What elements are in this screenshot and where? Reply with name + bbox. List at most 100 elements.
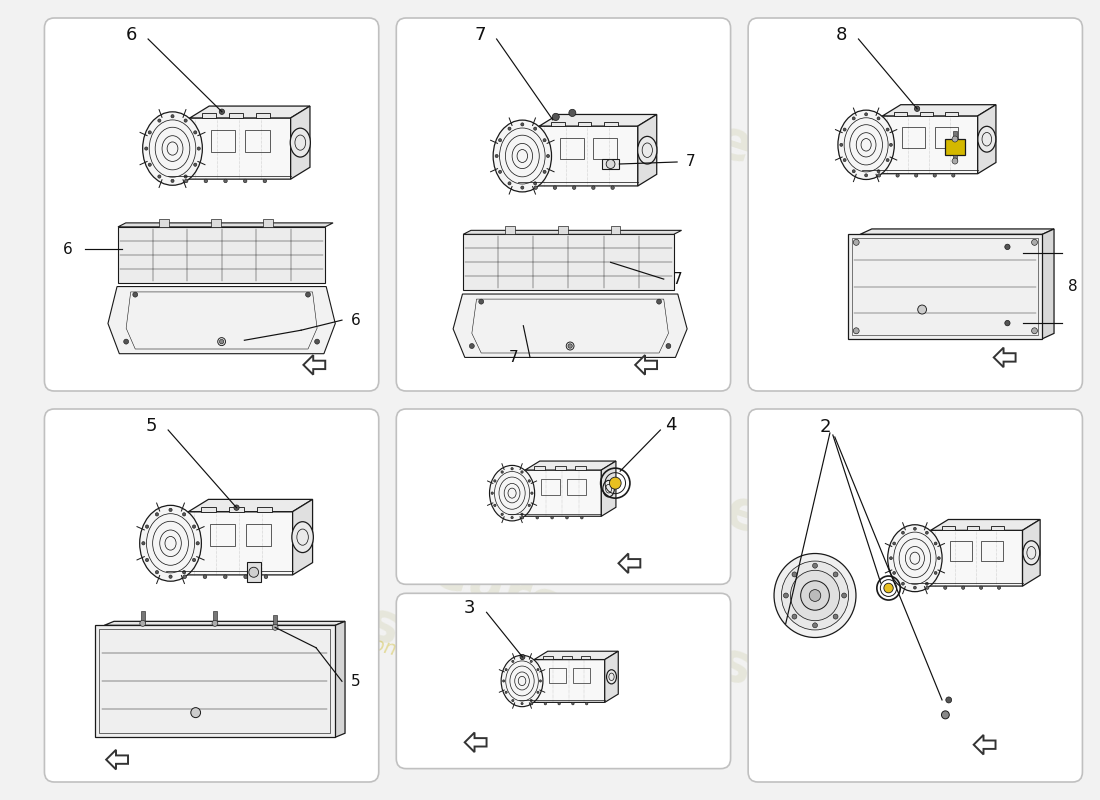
Circle shape: [512, 660, 514, 662]
Circle shape: [944, 586, 947, 590]
Polygon shape: [104, 622, 345, 626]
Circle shape: [946, 697, 952, 703]
Bar: [967, 526, 979, 530]
Circle shape: [169, 575, 173, 578]
Circle shape: [1004, 244, 1010, 250]
Polygon shape: [882, 105, 996, 116]
Circle shape: [914, 174, 917, 177]
Circle shape: [521, 658, 524, 659]
Bar: [920, 111, 933, 116]
Bar: [505, 226, 515, 234]
Circle shape: [123, 339, 129, 344]
Bar: [981, 542, 1003, 561]
Circle shape: [902, 531, 904, 534]
Text: 7: 7: [685, 154, 695, 170]
Polygon shape: [290, 106, 310, 179]
Circle shape: [142, 542, 145, 545]
Bar: [942, 526, 955, 530]
Polygon shape: [293, 499, 312, 575]
Polygon shape: [107, 750, 128, 770]
Ellipse shape: [838, 110, 894, 179]
Circle shape: [934, 542, 937, 545]
Circle shape: [843, 128, 846, 131]
Bar: [610, 226, 620, 234]
Polygon shape: [1043, 229, 1054, 338]
Text: 7: 7: [474, 26, 485, 44]
Circle shape: [998, 586, 1001, 590]
Polygon shape: [602, 461, 616, 516]
Circle shape: [884, 583, 893, 593]
Circle shape: [470, 343, 474, 349]
Circle shape: [145, 558, 149, 562]
Circle shape: [219, 109, 224, 114]
Text: 8: 8: [1068, 279, 1077, 294]
Circle shape: [810, 590, 821, 602]
Ellipse shape: [978, 126, 996, 152]
Bar: [902, 127, 925, 148]
Circle shape: [854, 328, 859, 334]
Circle shape: [937, 557, 940, 560]
Bar: [554, 466, 565, 470]
Circle shape: [192, 558, 196, 562]
Circle shape: [925, 531, 928, 534]
Circle shape: [197, 147, 200, 150]
Circle shape: [169, 508, 173, 511]
Bar: [210, 524, 235, 546]
Circle shape: [813, 563, 817, 568]
Bar: [953, 131, 957, 139]
Circle shape: [833, 572, 838, 577]
Circle shape: [155, 570, 158, 574]
Circle shape: [520, 470, 524, 474]
Circle shape: [503, 680, 505, 682]
Circle shape: [979, 586, 982, 590]
Circle shape: [508, 127, 512, 130]
Circle shape: [610, 186, 614, 190]
Circle shape: [194, 130, 197, 134]
Circle shape: [914, 106, 920, 111]
Circle shape: [544, 702, 547, 705]
Polygon shape: [108, 286, 336, 354]
Polygon shape: [974, 735, 996, 754]
Bar: [593, 138, 617, 159]
Polygon shape: [166, 512, 293, 575]
Circle shape: [558, 702, 560, 705]
Circle shape: [530, 702, 532, 705]
Polygon shape: [618, 554, 640, 573]
Bar: [99, 630, 330, 734]
Circle shape: [306, 292, 310, 297]
Polygon shape: [518, 126, 638, 186]
Circle shape: [1004, 321, 1010, 326]
Circle shape: [500, 470, 504, 474]
Circle shape: [887, 128, 889, 131]
Circle shape: [196, 542, 199, 545]
Circle shape: [842, 593, 847, 598]
Polygon shape: [519, 659, 605, 702]
Bar: [848, 234, 1043, 338]
Circle shape: [792, 572, 796, 577]
Circle shape: [528, 504, 530, 506]
Circle shape: [170, 114, 174, 118]
Circle shape: [666, 343, 671, 349]
Text: 7: 7: [672, 271, 682, 286]
Circle shape: [893, 571, 895, 574]
Circle shape: [537, 691, 539, 694]
Circle shape: [926, 586, 928, 590]
Circle shape: [491, 492, 494, 494]
Circle shape: [890, 143, 892, 146]
Circle shape: [833, 614, 838, 619]
Ellipse shape: [502, 655, 543, 706]
Circle shape: [205, 179, 208, 182]
Circle shape: [925, 582, 928, 585]
Circle shape: [553, 186, 557, 190]
Text: eurospares: eurospares: [719, 484, 1052, 636]
Text: 2: 2: [820, 418, 830, 436]
Bar: [256, 114, 271, 118]
Bar: [211, 130, 235, 152]
Circle shape: [244, 575, 248, 578]
Bar: [246, 562, 261, 582]
Circle shape: [878, 174, 881, 177]
Text: a passion for excellence since 1965: a passion for excellence since 1965: [305, 618, 647, 722]
Circle shape: [512, 699, 514, 702]
Circle shape: [774, 554, 856, 638]
Text: eurospares: eurospares: [710, 114, 1042, 266]
